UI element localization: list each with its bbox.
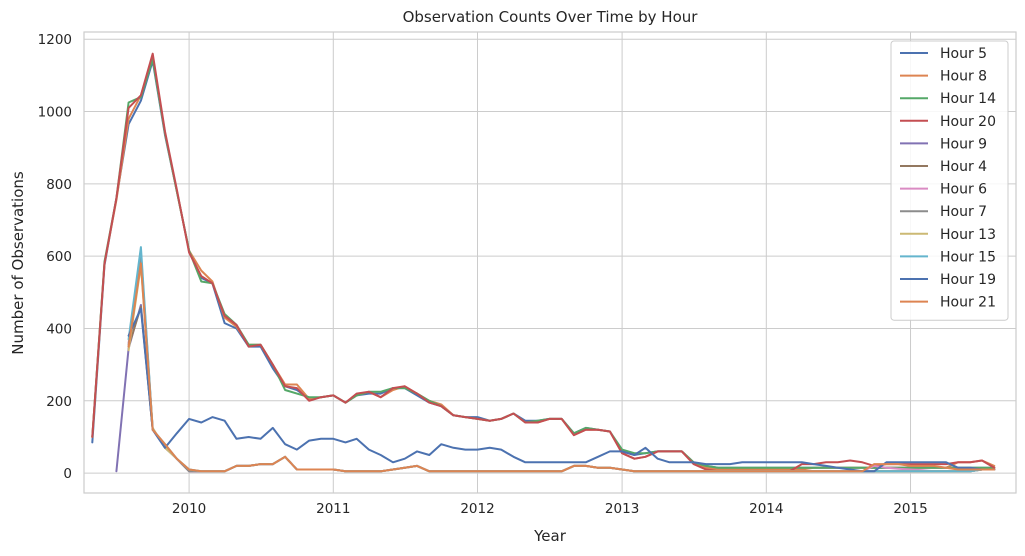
series-line-hour-5 [91, 59, 996, 469]
y-tick-label: 800 [46, 177, 72, 193]
legend-label: Hour 15 [940, 249, 996, 265]
legend-label: Hour 19 [940, 272, 996, 288]
y-tick-label: 0 [63, 466, 72, 482]
legend: Hour 5 Hour 8 Hour 14 Hour 20 Hour 9 Hour 4 Ho… [890, 40, 1009, 321]
y-tick-label: 200 [46, 394, 72, 410]
series-line-hour-14 [91, 58, 996, 469]
x-tick-label: 2014 [749, 501, 783, 517]
series-line-hour-9 [115, 304, 996, 473]
y-tick-label: 600 [46, 249, 72, 265]
legend-label: Hour 5 [940, 46, 987, 62]
legend-label: Hour 9 [940, 136, 987, 152]
x-tick-label: 2015 [893, 501, 927, 517]
legend-label: Hour 13 [940, 227, 996, 243]
x-tick-label: 2010 [172, 501, 206, 517]
legend-label: Hour 8 [940, 69, 987, 85]
series-line-hour-21 [127, 262, 996, 473]
plot-frame [83, 31, 1017, 494]
x-tick-label: 2012 [460, 501, 494, 517]
x-axis-label: Year [533, 527, 567, 545]
series-line-hour-8 [91, 56, 996, 471]
x-tick-label: 2013 [605, 501, 639, 517]
y-tick-label: 400 [46, 321, 72, 337]
axis-ticks: 0 200 400 600 800 1000 1200 2010 2011 2012 2013 201… [38, 32, 928, 517]
y-tick-label: 1000 [38, 105, 72, 121]
y-tick-label: 1200 [38, 32, 72, 48]
legend-box [890, 40, 1009, 321]
series-line-hour-20 [91, 52, 996, 473]
chart-title: Observation Counts Over Time by Hour [403, 8, 699, 26]
legend-label: Hour 21 [940, 295, 996, 311]
series-line-hour-4 [127, 305, 996, 473]
y-axis-label: Number of Observations [9, 171, 27, 355]
series-lines [91, 52, 996, 473]
legend-label: Hour 20 [940, 114, 996, 130]
legend-label: Hour 6 [940, 182, 987, 198]
x-tick-label: 2011 [316, 501, 350, 517]
series-line-hour-13 [127, 264, 996, 473]
series-line-hour-19 [127, 307, 996, 473]
grid [84, 32, 1016, 493]
legend-label: Hour 7 [940, 204, 987, 220]
legend-label: Hour 4 [940, 159, 987, 175]
legend-label: Hour 14 [940, 91, 996, 107]
